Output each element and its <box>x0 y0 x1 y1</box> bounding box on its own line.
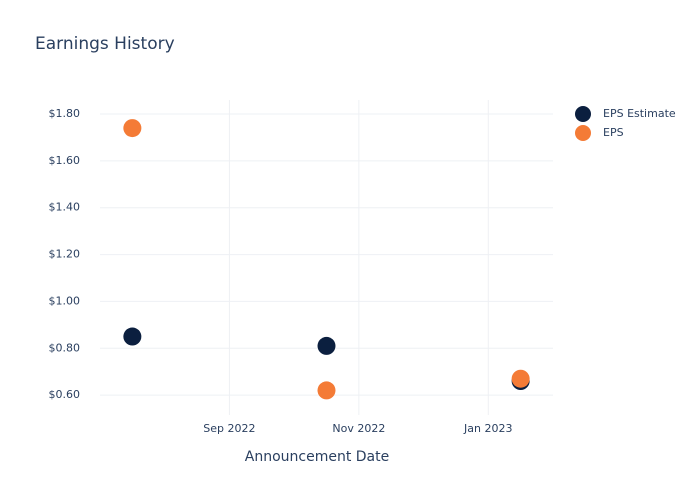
x-tick-label: Nov 2022 <box>332 422 385 435</box>
chart-title: Earnings History <box>35 34 175 54</box>
data-point <box>123 119 142 138</box>
y-tick-label: $0.80 <box>49 341 81 354</box>
x-tick-label: Sep 2022 <box>203 422 255 435</box>
y-tick-label: $1.40 <box>49 201 81 214</box>
data-point <box>317 336 336 355</box>
legend-label: EPS Estimate <box>603 107 676 120</box>
legend-marker <box>575 106 591 122</box>
data-point <box>123 327 142 346</box>
x-axis-title: Announcement Date <box>245 449 389 465</box>
y-tick-label: $0.60 <box>49 388 81 401</box>
legend-marker <box>575 125 591 141</box>
data-point <box>317 381 336 400</box>
y-tick-label: $1.00 <box>49 294 81 307</box>
data-point <box>511 369 530 388</box>
x-tick-label: Jan 2023 <box>463 422 512 435</box>
y-tick-label: $1.20 <box>49 248 81 261</box>
y-tick-label: $1.60 <box>49 154 81 167</box>
y-tick-label: $1.80 <box>49 107 81 120</box>
legend-label: EPS <box>603 126 624 139</box>
